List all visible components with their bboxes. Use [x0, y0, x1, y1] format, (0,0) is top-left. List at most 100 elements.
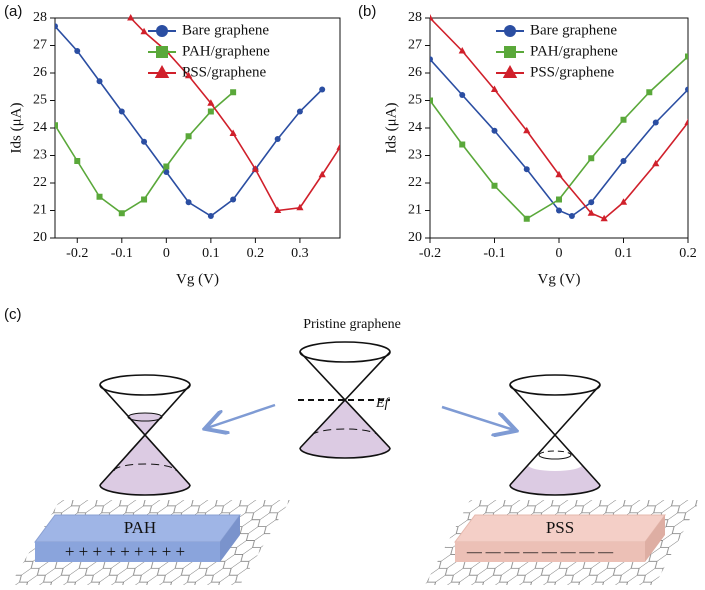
marker — [504, 46, 516, 58]
legend-label: PAH/graphene — [530, 43, 618, 59]
dashed-ellipse — [538, 454, 572, 460]
x-tick-label: -0.2 — [66, 246, 88, 261]
marker — [652, 119, 659, 126]
y-tick-label: 22 — [33, 175, 47, 190]
marker — [620, 116, 627, 123]
marker — [523, 215, 530, 222]
marker — [156, 25, 168, 37]
marker — [296, 203, 304, 211]
marker — [118, 108, 125, 115]
x-tick-label: -0.2 — [419, 246, 441, 261]
marker — [430, 97, 433, 104]
marker — [184, 71, 193, 79]
fermi-ellipse — [311, 428, 379, 437]
marker — [127, 14, 135, 21]
x-tick-label: -0.1 — [483, 246, 505, 261]
pss-slab-front — [455, 542, 645, 562]
y-tick-label: 22 — [408, 175, 422, 190]
marker — [523, 166, 530, 173]
marker — [620, 158, 627, 164]
plot-area — [55, 14, 340, 219]
marker — [185, 199, 192, 206]
marker — [96, 78, 103, 85]
x-tick-label: 0.3 — [291, 246, 309, 261]
marker — [619, 198, 628, 205]
marker — [274, 206, 282, 213]
y-tick-label: 27 — [408, 38, 422, 53]
legend-label: Bare graphene — [182, 22, 269, 38]
legend-label: PSS/graphene — [530, 64, 615, 80]
marker — [207, 99, 215, 106]
marker — [156, 46, 168, 58]
x-tick-label: -0.1 — [111, 246, 133, 261]
y-tick-label: 26 — [408, 65, 422, 80]
marker — [74, 158, 81, 164]
x-tick-label: 0 — [556, 246, 563, 261]
y-tick-label: 21 — [33, 203, 47, 218]
filled-cone — [128, 413, 162, 435]
marker — [684, 118, 688, 125]
marker — [491, 182, 498, 189]
y-tick-label: 28 — [33, 10, 47, 25]
x-axis-label: Vg (V) — [538, 271, 581, 287]
marker — [685, 86, 688, 93]
cone — [99, 384, 191, 486]
filled-cone — [100, 435, 190, 495]
marker — [318, 170, 326, 178]
pss-slab-side — [645, 515, 665, 562]
x-axis-label: Vg (V) — [176, 271, 219, 287]
slab-label: PSS — [546, 518, 574, 537]
dashed-ellipse — [113, 463, 177, 472]
marker — [207, 213, 214, 219]
marker — [55, 122, 58, 129]
filled-cone — [510, 465, 600, 495]
legend-label: Bare graphene — [530, 22, 617, 38]
cone — [299, 351, 391, 449]
y-tick-label: 26 — [33, 65, 47, 80]
y-axis-label: Ids (μA) — [8, 103, 24, 154]
marker — [588, 155, 595, 162]
marker — [96, 193, 103, 200]
marker — [140, 27, 148, 35]
diagram-title: Pristine graphene — [303, 317, 401, 332]
marker — [588, 199, 595, 206]
dashed-ellipse — [538, 450, 572, 456]
fermi-label: Ef — [375, 396, 391, 411]
marker — [459, 92, 466, 98]
y-tick-label: 25 — [33, 93, 47, 108]
marker — [163, 163, 170, 170]
marker — [430, 14, 434, 21]
marker — [556, 196, 562, 203]
y-tick-label: 24 — [408, 120, 422, 135]
cone-rim — [99, 374, 191, 396]
cone-rim — [509, 374, 601, 396]
y-tick-label: 25 — [408, 93, 422, 108]
arrow — [207, 403, 276, 428]
marker — [685, 53, 688, 60]
arrow — [441, 405, 514, 430]
x-tick-label: 0.2 — [247, 246, 265, 261]
series-line — [430, 17, 688, 220]
marker — [523, 126, 531, 134]
series-line — [55, 91, 234, 215]
marker — [336, 143, 340, 150]
marker — [458, 47, 466, 54]
y-tick-label: 27 — [33, 38, 47, 53]
marker — [74, 48, 81, 54]
y-tick-label: 23 — [33, 148, 47, 163]
series-line — [430, 55, 688, 220]
cone-rim — [509, 484, 601, 496]
marker — [504, 25, 516, 37]
x-tick-label: 0.1 — [615, 246, 633, 261]
x-tick-label: 0.2 — [679, 246, 697, 261]
marker — [274, 136, 281, 142]
y-tick-label: 20 — [408, 230, 422, 245]
marker — [502, 65, 518, 78]
marker — [185, 133, 192, 140]
marker — [141, 138, 148, 145]
marker — [319, 86, 326, 93]
marker — [207, 108, 214, 115]
series-line — [430, 58, 688, 217]
marker — [646, 89, 653, 96]
